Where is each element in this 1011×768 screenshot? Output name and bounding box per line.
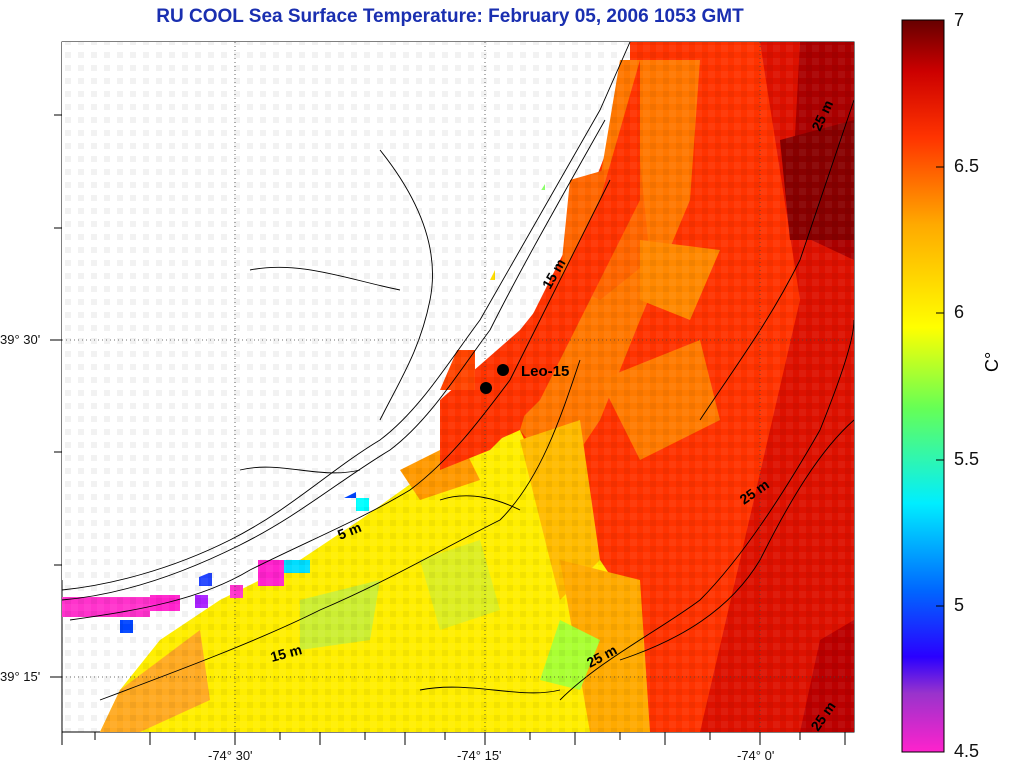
y-tick-label: 39° 15' <box>0 669 41 684</box>
map-title: RU COOL Sea Surface Temperature: Februar… <box>156 6 744 27</box>
axis-ticks <box>50 114 846 745</box>
colorbar <box>901 19 945 753</box>
colorbar-label: 4.5 <box>954 741 980 761</box>
colorbar-label: 6 <box>954 302 965 322</box>
colorbar-label: 6.5 <box>954 156 980 176</box>
station-marker <box>480 382 492 394</box>
contours <box>62 42 854 701</box>
colorbar-ticks <box>936 19 944 753</box>
x-tick-label: -74° 15' <box>457 748 502 763</box>
x-tick-label: -74° 0' <box>737 748 775 763</box>
colorbar-label: 7 <box>954 10 965 30</box>
x-tick-label: -74° 30' <box>208 748 253 763</box>
sst-field <box>62 42 854 732</box>
colorbar-unit: C° <box>982 351 1002 372</box>
station-marker <box>497 364 509 376</box>
contour-label: 15 m <box>269 641 304 665</box>
station-label: Leo-15 <box>521 363 569 380</box>
y-tick-label: 39° 30' <box>0 332 41 347</box>
colorbar-label: 5.5 <box>954 449 980 469</box>
colorbar-label: 5 <box>954 595 965 615</box>
